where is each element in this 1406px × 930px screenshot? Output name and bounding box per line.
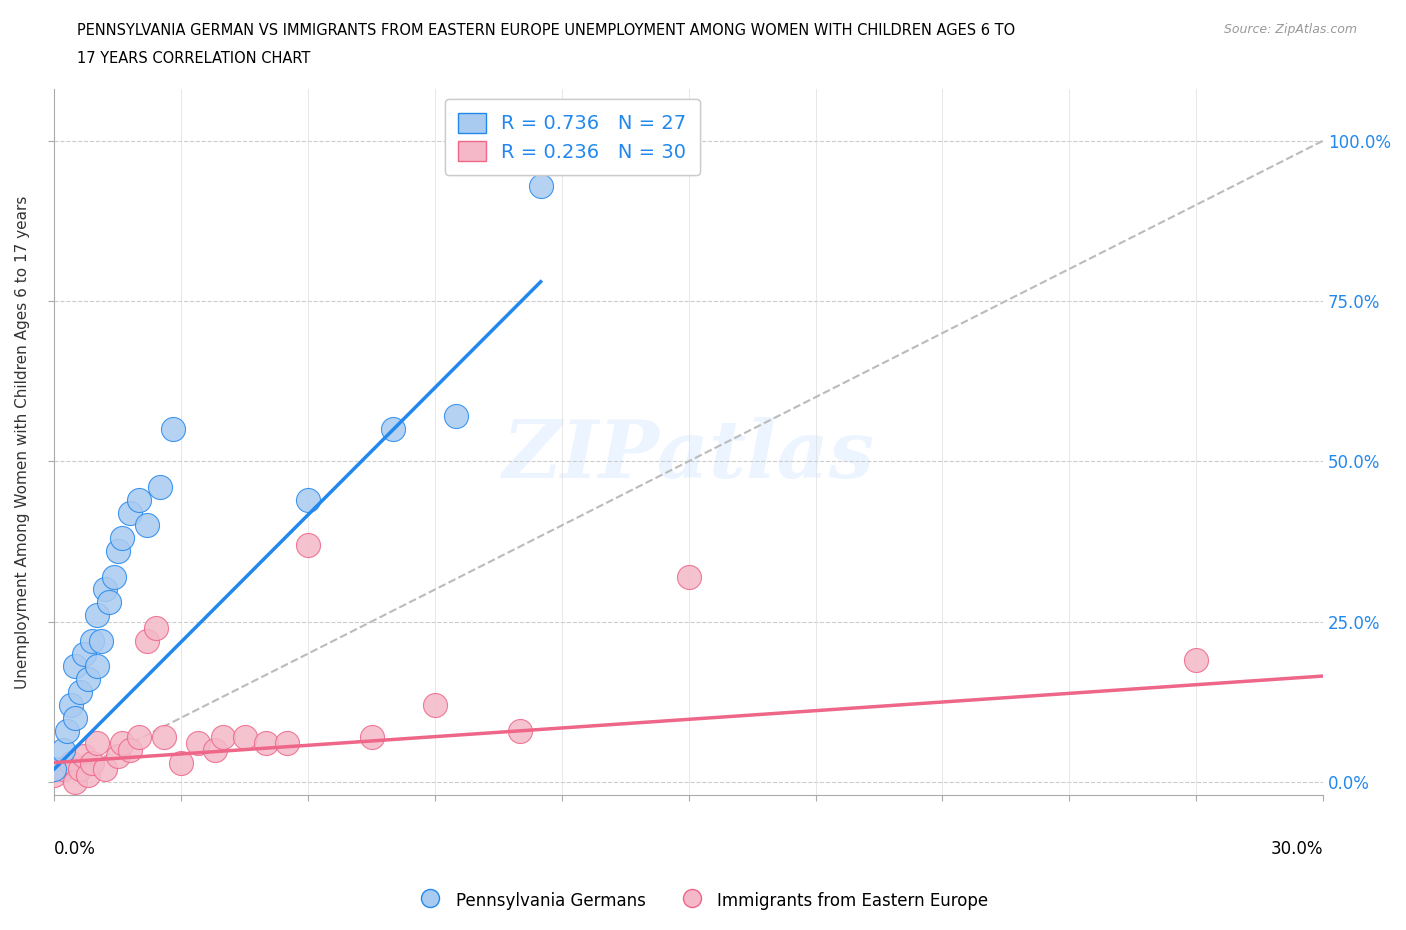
Point bbox=[77, 768, 100, 783]
Point bbox=[297, 492, 319, 507]
Point bbox=[120, 505, 142, 520]
Point bbox=[94, 762, 117, 777]
Point bbox=[44, 762, 66, 777]
Point bbox=[86, 607, 108, 622]
Point bbox=[107, 543, 129, 558]
Text: PENNSYLVANIA GERMAN VS IMMIGRANTS FROM EASTERN EUROPE UNEMPLOYMENT AMONG WOMEN W: PENNSYLVANIA GERMAN VS IMMIGRANTS FROM E… bbox=[77, 23, 1015, 38]
Point bbox=[204, 742, 226, 757]
Point bbox=[423, 698, 446, 712]
Point bbox=[254, 736, 277, 751]
Point bbox=[107, 749, 129, 764]
Text: 17 YEARS CORRELATION CHART: 17 YEARS CORRELATION CHART bbox=[77, 51, 311, 66]
Point bbox=[111, 531, 134, 546]
Point bbox=[233, 729, 256, 744]
Point bbox=[170, 755, 193, 770]
Point bbox=[69, 762, 91, 777]
Point bbox=[145, 620, 167, 635]
Point bbox=[90, 633, 112, 648]
Point bbox=[509, 724, 531, 738]
Point bbox=[111, 736, 134, 751]
Point bbox=[73, 749, 96, 764]
Point bbox=[65, 659, 87, 674]
Point bbox=[212, 729, 235, 744]
Point bbox=[136, 518, 159, 533]
Point bbox=[128, 492, 150, 507]
Point bbox=[1185, 653, 1208, 668]
Point bbox=[82, 755, 104, 770]
Text: ZIPatlas: ZIPatlas bbox=[503, 418, 875, 495]
Point bbox=[444, 409, 467, 424]
Y-axis label: Unemployment Among Women with Children Ages 6 to 17 years: Unemployment Among Women with Children A… bbox=[15, 195, 30, 689]
Point bbox=[82, 633, 104, 648]
Point bbox=[530, 179, 553, 193]
Text: 0.0%: 0.0% bbox=[55, 841, 96, 858]
Point bbox=[52, 742, 75, 757]
Legend: Pennsylvania Germans, Immigrants from Eastern Europe: Pennsylvania Germans, Immigrants from Ea… bbox=[411, 884, 995, 917]
Point bbox=[381, 422, 404, 437]
Point bbox=[149, 480, 172, 495]
Point bbox=[94, 582, 117, 597]
Point bbox=[276, 736, 298, 751]
Point bbox=[52, 762, 75, 777]
Point bbox=[73, 646, 96, 661]
Point bbox=[60, 755, 83, 770]
Point bbox=[69, 684, 91, 699]
Point bbox=[44, 768, 66, 783]
Point bbox=[136, 633, 159, 648]
Point bbox=[360, 729, 382, 744]
Point bbox=[65, 775, 87, 790]
Legend: R = 0.736   N = 27, R = 0.236   N = 30: R = 0.736 N = 27, R = 0.236 N = 30 bbox=[444, 100, 700, 175]
Point bbox=[187, 736, 209, 751]
Point bbox=[56, 724, 79, 738]
Point bbox=[120, 742, 142, 757]
Point bbox=[297, 538, 319, 552]
Point bbox=[77, 671, 100, 686]
Point bbox=[103, 569, 125, 584]
Text: Source: ZipAtlas.com: Source: ZipAtlas.com bbox=[1223, 23, 1357, 36]
Point bbox=[678, 569, 700, 584]
Point bbox=[86, 659, 108, 674]
Point bbox=[128, 729, 150, 744]
Point bbox=[65, 711, 87, 725]
Point bbox=[60, 698, 83, 712]
Text: 30.0%: 30.0% bbox=[1271, 841, 1323, 858]
Point bbox=[98, 595, 121, 610]
Point bbox=[86, 736, 108, 751]
Point bbox=[162, 422, 184, 437]
Point bbox=[153, 729, 176, 744]
